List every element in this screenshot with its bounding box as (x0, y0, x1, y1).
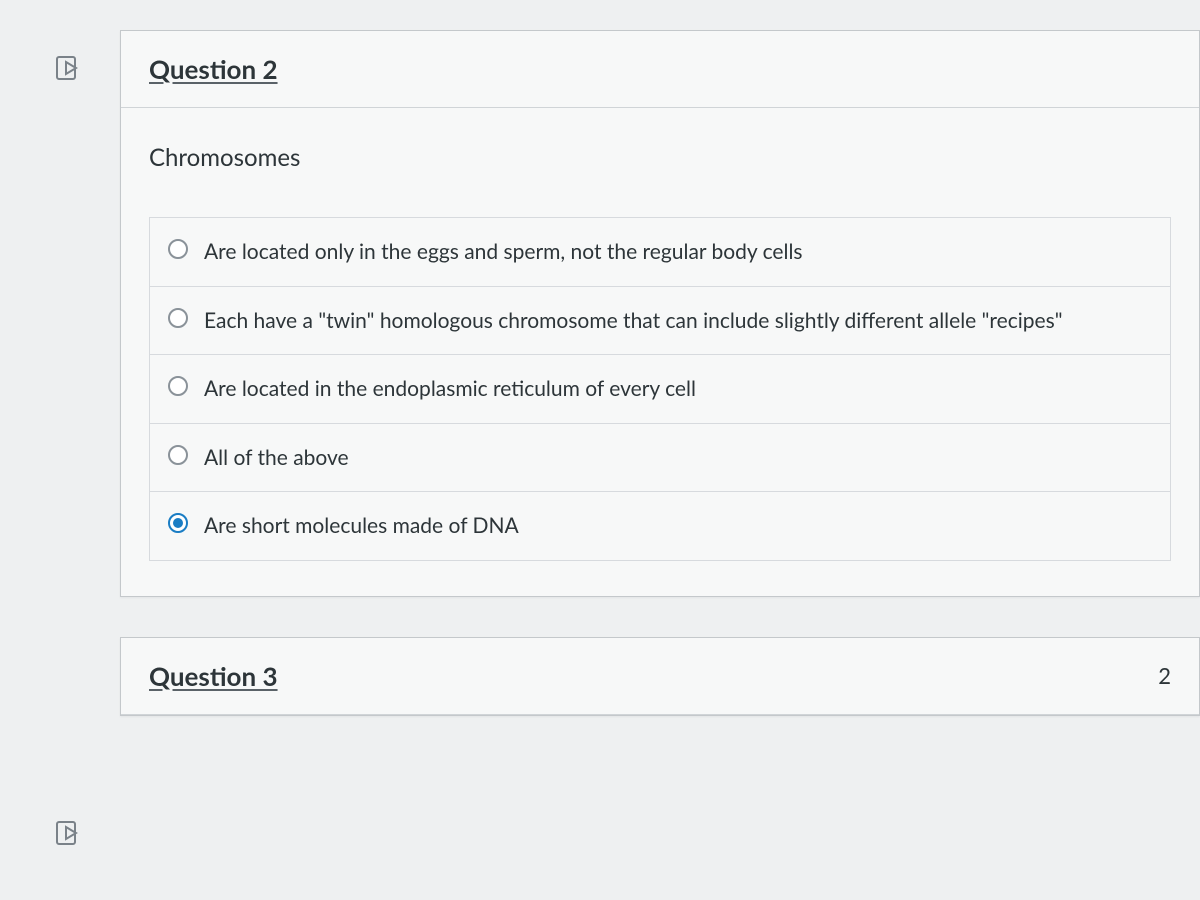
answers-container: Are located only in the eggs and sperm, … (149, 217, 1171, 561)
answer-option-0[interactable]: Are located only in the eggs and sperm, … (150, 218, 1170, 287)
radio-icon (168, 445, 188, 465)
question-status-icon (50, 50, 86, 86)
answer-text: All of the above (204, 442, 349, 474)
question-2-body: Chromosomes Are located only in the eggs… (121, 108, 1199, 596)
answer-text: Are short molecules made of DNA (204, 510, 519, 542)
answer-option-1[interactable]: Each have a "twin" homologous chromosome… (150, 287, 1170, 356)
question-2-card: Question 2 Chromosomes Are located only … (120, 30, 1200, 597)
radio-icon (168, 513, 188, 533)
answer-text: Each have a "twin" homologous chromosome… (204, 305, 1063, 337)
answer-option-4[interactable]: Are short molecules made of DNA (150, 492, 1170, 560)
question-3-points: 2 (1158, 662, 1171, 689)
radio-icon (168, 376, 188, 396)
question-status-icon (50, 815, 86, 851)
question-3-header: Question 3 2 (121, 638, 1199, 715)
answer-text: Are located in the endoplasmic reticulum… (204, 373, 696, 405)
answer-option-2[interactable]: Are located in the endoplasmic reticulum… (150, 355, 1170, 424)
question-2-prompt: Chromosomes (149, 143, 1171, 172)
question-3-card: Question 3 2 (120, 637, 1200, 716)
question-2-title: Question 2 (149, 53, 278, 85)
radio-icon (168, 308, 188, 328)
radio-icon (168, 239, 188, 259)
question-3-title: Question 3 (149, 660, 278, 692)
question-2-header: Question 2 (121, 31, 1199, 108)
answer-option-3[interactable]: All of the above (150, 424, 1170, 493)
answer-text: Are located only in the eggs and sperm, … (204, 236, 803, 268)
